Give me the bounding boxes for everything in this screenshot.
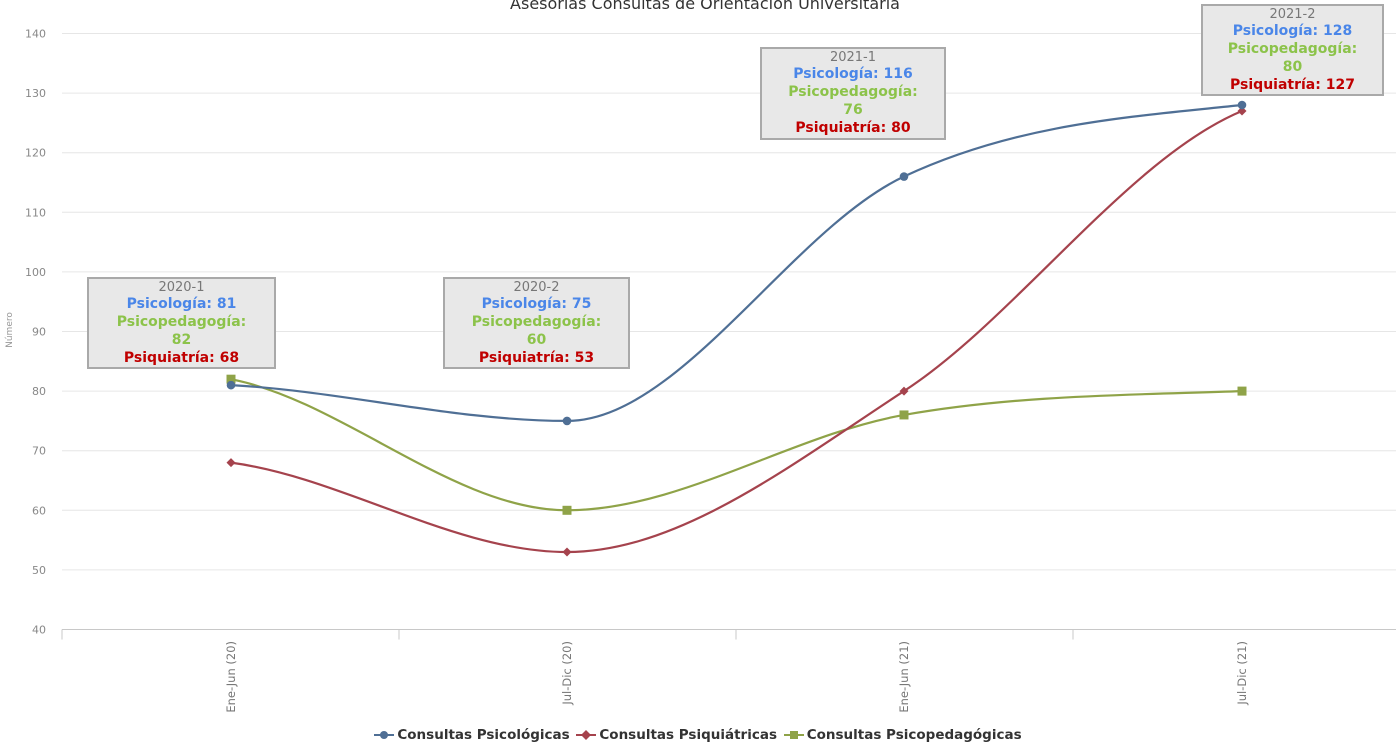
- annotation-period: 2021-1: [829, 50, 877, 65]
- annotation-period: 2021-2: [1269, 7, 1316, 22]
- y-tick-label: 90: [32, 326, 46, 339]
- series-line-1: [230, 109, 1243, 554]
- y-tick-label: 70: [32, 445, 46, 458]
- x-tick-label: Ene-Jun (20): [224, 641, 238, 713]
- y-tick-label: 100: [25, 266, 46, 279]
- annotation-period: 2020-1: [158, 280, 205, 295]
- y-tick-label: 110: [25, 206, 46, 219]
- annotation-psicopedagogia: Psicopedagogía:: [116, 314, 247, 330]
- data-point-circle[interactable]: [226, 380, 236, 390]
- annotation-psiquiatria: Psiquiatría: 80: [795, 120, 911, 136]
- annotation-box: 2020-2 Psicología: 75 Psicopedagogía: 60 Psi…: [443, 277, 630, 369]
- x-tick-label: Jul-Dic (21): [1235, 641, 1249, 706]
- y-tick-label: 120: [25, 147, 46, 160]
- legend-label: Consultas Psicológicas: [397, 727, 570, 743]
- annotation-box: 2020-1 Psicología: 81 Psicopedagogía: 82 Psi…: [87, 277, 276, 369]
- y-axis-title: Número: [5, 312, 15, 348]
- series-lines: [230, 103, 1243, 554]
- y-tick-label: 60: [32, 504, 46, 517]
- data-point-diamond[interactable]: [226, 458, 236, 468]
- y-tick-label: 40: [32, 624, 46, 637]
- chart-title: Asesorías Consultas de Orientación Unive…: [510, 0, 900, 13]
- legend-label: Consultas Psiquiátricas: [599, 727, 777, 743]
- y-tick-label: 50: [32, 564, 46, 577]
- annotation-psicopedagogia-value: 80: [1282, 59, 1303, 75]
- legend-item-psiquiatricas[interactable]: Consultas Psiquiátricas: [576, 727, 777, 743]
- annotation-psicologia: Psicología: 128: [1232, 23, 1353, 39]
- annotation-psicopedagogia-value: 82: [171, 332, 192, 348]
- annotation-psicopedagogia: Psicopedagogía:: [788, 84, 918, 100]
- annotation-psicopedagogia: Psicopedagogía:: [471, 314, 602, 330]
- annotation-psiquiatria: Psiquiatría: 127: [1230, 77, 1355, 93]
- annotation-psiquiatria: Psiquiatría: 68: [123, 350, 240, 366]
- legend-symbol-square: [783, 729, 804, 741]
- data-point-circle[interactable]: [562, 416, 572, 426]
- annotation-psicologia: Psicología: 81: [126, 296, 237, 312]
- y-tick-label: 80: [32, 385, 46, 398]
- series-line-0: [230, 103, 1243, 422]
- legend-item-psicologicas[interactable]: Consultas Psicológicas: [374, 727, 570, 743]
- data-point-square[interactable]: [899, 410, 909, 420]
- data-point-square[interactable]: [562, 505, 572, 515]
- annotation-psicopedagogia: Psicopedagogía:: [1227, 41, 1358, 57]
- annotation-box: 2021-1 Psicología: 116 Psicopedagogía: 76 Ps…: [760, 47, 946, 140]
- data-point-circle[interactable]: [1237, 100, 1247, 110]
- gridlines: [62, 33, 1396, 630]
- y-tick-label: 130: [25, 87, 46, 100]
- legend-symbol-diamond: [576, 729, 597, 741]
- data-point-diamond[interactable]: [562, 547, 572, 557]
- data-point-circle[interactable]: [899, 172, 909, 181]
- data-point-square[interactable]: [226, 374, 236, 384]
- axes: 40 50 60 70 80 90 100 110 120 130 140 Ene-Jun (20) J…: [25, 28, 1396, 713]
- legend-label: Consultas Psicopedagógicas: [806, 727, 1022, 743]
- annotation-psicologia: Psicología: 116: [793, 66, 913, 82]
- y-tick-label: 140: [25, 28, 46, 41]
- data-point-diamond[interactable]: [1237, 106, 1247, 116]
- x-tick-label: Jul-Dic (20): [560, 641, 574, 706]
- legend-symbol-circle: [374, 729, 395, 741]
- series-markers: [226, 100, 1247, 557]
- x-tick-label: Ene-Jun (21): [897, 641, 911, 713]
- annotation-psicologia: Psicología: 75: [481, 296, 592, 312]
- annotation-period: 2020-2: [513, 280, 560, 295]
- data-point-square[interactable]: [1237, 386, 1247, 396]
- legend: Consultas Psicológicas Consultas Psiquiá…: [0, 727, 1396, 749]
- series-line-2: [230, 378, 1243, 512]
- annotation-psicopedagogia-value: 76: [843, 102, 863, 118]
- annotation-box: 2021-2 Psicología: 128 Psicopedagogía: 80 Ps…: [1201, 4, 1384, 96]
- data-point-diamond[interactable]: [899, 386, 909, 396]
- annotation-psicopedagogia-value: 60: [526, 332, 547, 348]
- annotation-psiquiatria: Psiquiatría: 53: [478, 350, 595, 366]
- legend-item-psicopedagogicas[interactable]: Consultas Psicopedagógicas: [783, 727, 1022, 743]
